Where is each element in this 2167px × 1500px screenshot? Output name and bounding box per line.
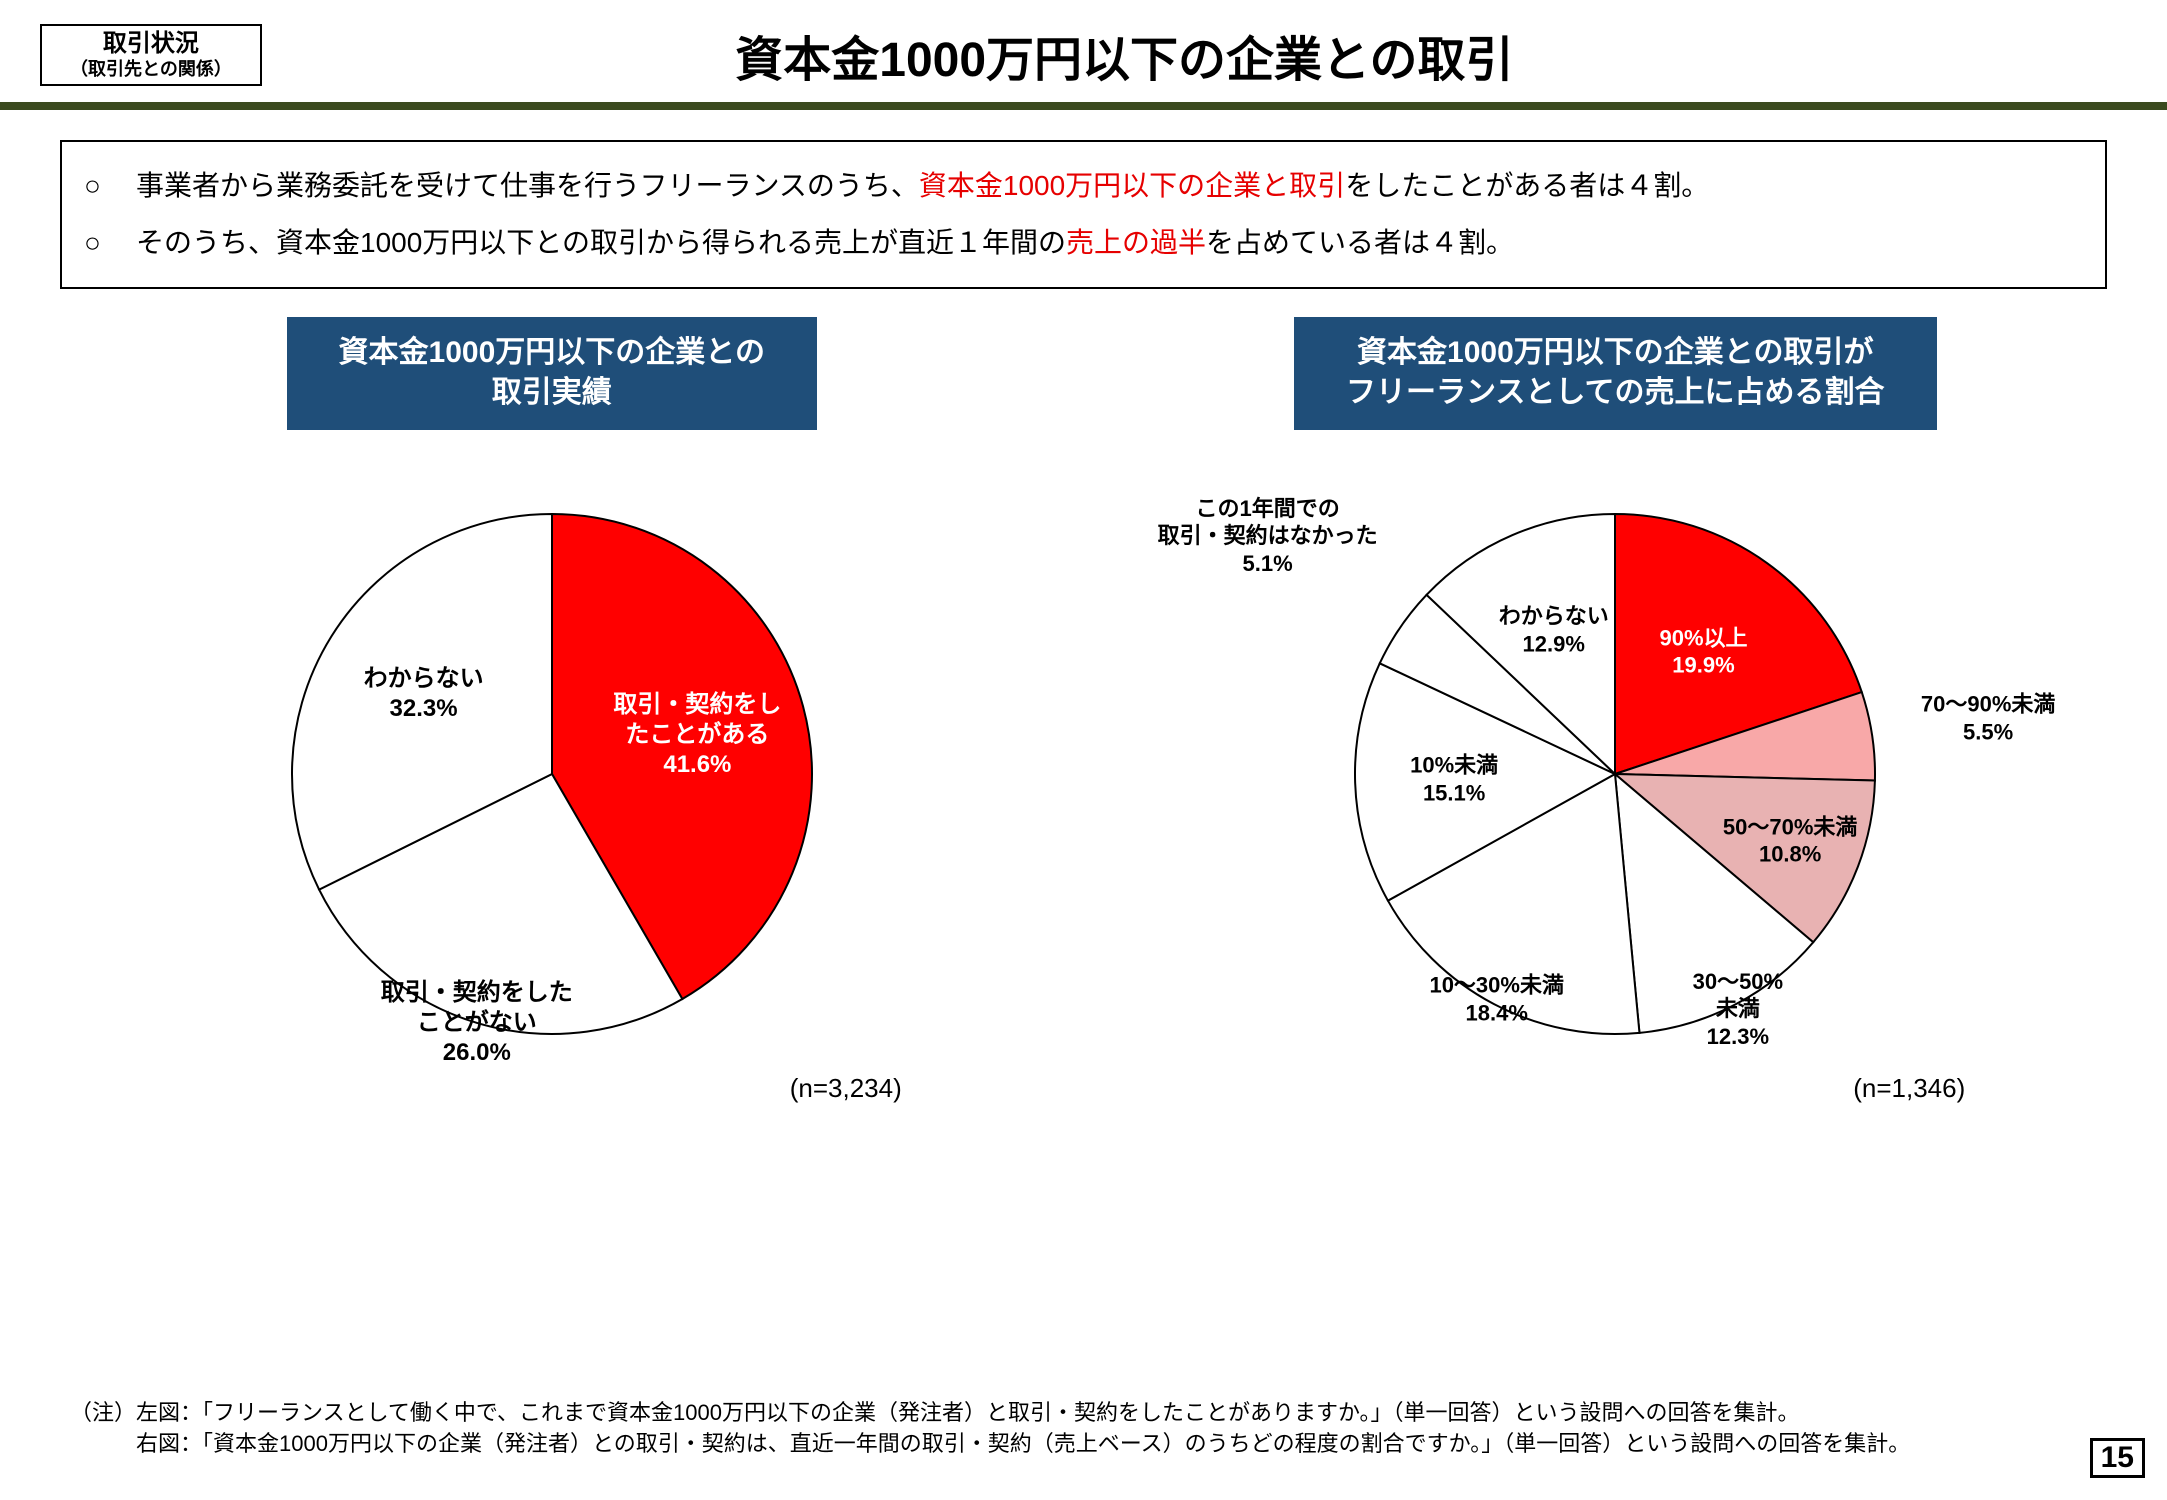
- pie-slice-label: 10%未満15.1%: [1410, 752, 1498, 807]
- pie-slice-label: この1年間での取引・契約はなかった5.1%: [1158, 495, 1378, 578]
- chart-right-column: 資本金1000万円以下の企業との取引が フリーランスとしての売上に占める割合 (…: [1094, 317, 2138, 1094]
- chart-right-pie: (n=1,346) 90%以上19.9%70～90%未満5.5%50～70%未満…: [1295, 454, 1935, 1094]
- pie-slice-label: 取引・契約をしたことがない26.0%: [381, 978, 573, 1068]
- header-divider: [0, 102, 2167, 110]
- chart-right-title: 資本金1000万円以下の企業との取引が フリーランスとしての売上に占める割合: [1294, 317, 1937, 430]
- summary-bullet: ○: [84, 164, 136, 207]
- header-tag: 取引状況 （取引先との関係）: [40, 24, 262, 86]
- summary-text-2: そのうち、資本金1000万円以下との取引から得られる売上が直近１年間の売上の過半…: [136, 221, 2077, 264]
- chart-left-pie: (n=3,234) 取引・契約をしたことがある41.6%取引・契約をしたことがな…: [232, 454, 872, 1094]
- page-number: 15: [2090, 1438, 2145, 1478]
- pie-slice-label: わからない12.9%: [1499, 603, 1609, 658]
- pie-slice-label: 50～70%未満10.8%: [1723, 813, 1858, 868]
- summary-item-2: ○ そのうち、資本金1000万円以下との取引から得られる売上が直近１年間の売上の…: [84, 221, 2077, 264]
- summary-bullet: ○: [84, 221, 136, 264]
- chart-left-n: (n=3,234): [790, 1073, 902, 1104]
- page-title: 資本金1000万円以下の企業との取引: [302, 20, 2127, 90]
- pie-slice-label: わからない32.3%: [364, 664, 484, 724]
- chart-right-n: (n=1,346): [1853, 1073, 1965, 1104]
- header-tag-line2: （取引先との関係）: [70, 59, 232, 81]
- footnote-label: （注）: [70, 1398, 136, 1460]
- pie-slice-label: 90%以上19.9%: [1659, 624, 1747, 679]
- pie-svg: [1295, 454, 1935, 1094]
- header-tag-line1: 取引状況: [70, 30, 232, 59]
- footnote: （注） 左図：「フリーランスとして働く中で、これまで資本金1000万円以下の企業…: [70, 1398, 2047, 1460]
- pie-slice-label: 10～30%未満18.4%: [1429, 972, 1564, 1027]
- footnote-body: 左図：「フリーランスとして働く中で、これまで資本金1000万円以下の企業（発注者…: [136, 1398, 2047, 1460]
- pie-slice-label: 取引・契約をしたことがある41.6%: [613, 690, 781, 780]
- summary-text-1: 事業者から業務委託を受けて仕事を行うフリーランスのうち、資本金1000万円以下の…: [136, 164, 2077, 207]
- chart-left-title: 資本金1000万円以下の企業との 取引実績: [287, 317, 817, 430]
- chart-left-column: 資本金1000万円以下の企業との 取引実績 (n=3,234) 取引・契約をした…: [30, 317, 1074, 1094]
- header-row: 取引状況 （取引先との関係） 資本金1000万円以下の企業との取引: [0, 0, 2167, 102]
- summary-item-1: ○ 事業者から業務委託を受けて仕事を行うフリーランスのうち、資本金1000万円以…: [84, 164, 2077, 207]
- pie-slice-label: 70～90%未満5.5%: [1921, 691, 2056, 746]
- summary-box: ○ 事業者から業務委託を受けて仕事を行うフリーランスのうち、資本金1000万円以…: [60, 140, 2107, 289]
- pie-slice-label: 30～50%未満12.3%: [1693, 968, 1784, 1051]
- charts-row: 資本金1000万円以下の企業との 取引実績 (n=3,234) 取引・契約をした…: [0, 317, 2167, 1094]
